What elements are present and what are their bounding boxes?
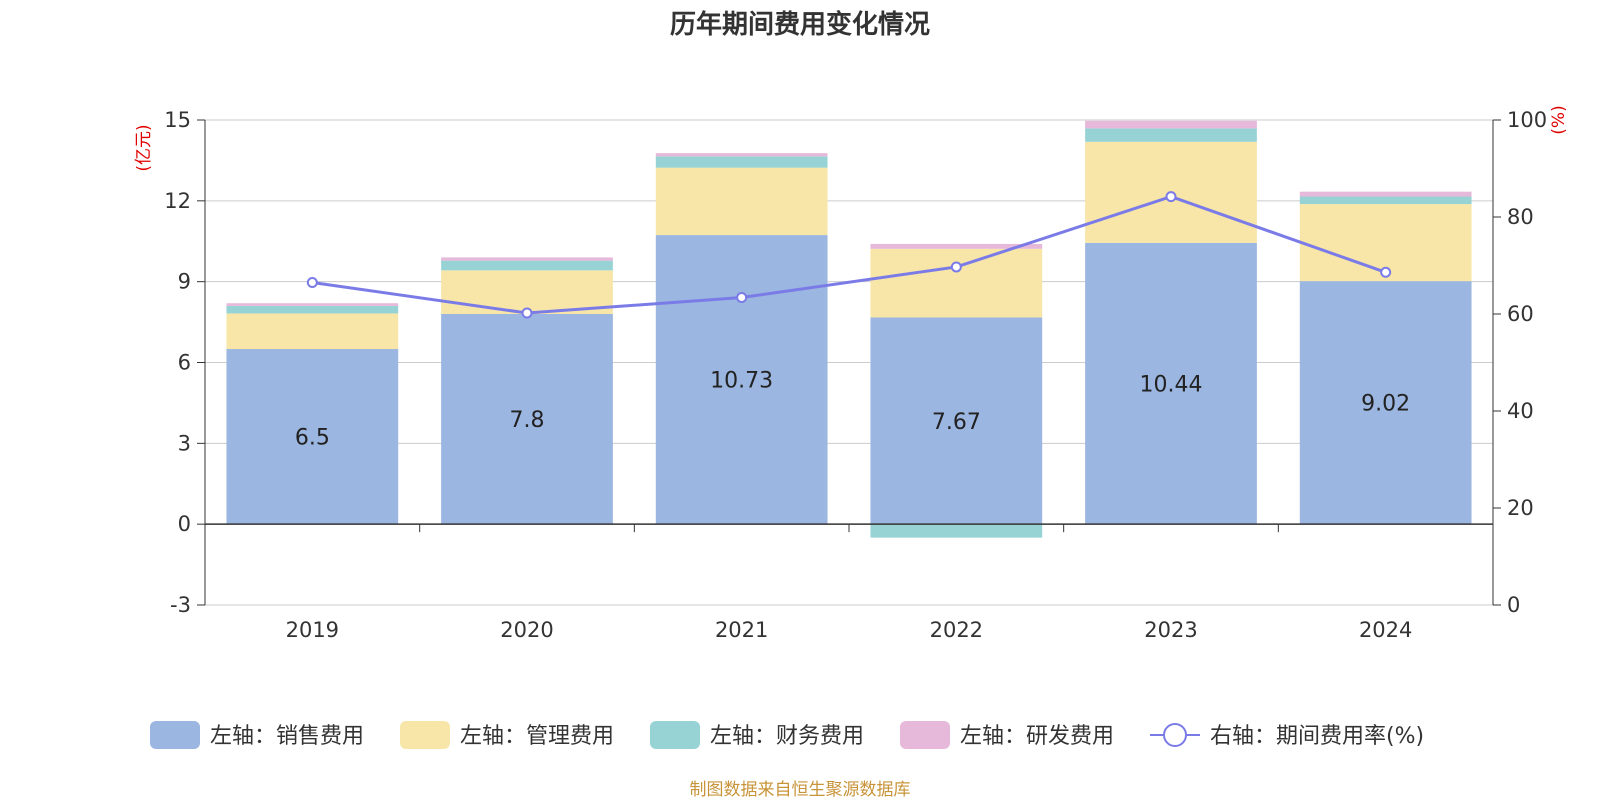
legend-swatch <box>400 721 450 749</box>
axes: 15 12 9 6 3 0 -3 100 80 60 40 20 0 (亿元) (%) 2019 2020 202… <box>134 105 1569 642</box>
bar-segment <box>1085 128 1257 142</box>
bar-data-label: 10.44 <box>1140 373 1203 398</box>
rate-line-path <box>312 195 1387 315</box>
bar-segment <box>655 156 828 168</box>
bar-segment <box>655 167 828 236</box>
bar-segment <box>1299 191 1472 197</box>
legend-label: 左轴：研发费用 <box>960 724 1114 749</box>
x-tick-label: 2019 <box>286 618 339 642</box>
legend-label: 左轴：销售费用 <box>210 724 364 749</box>
y-right-tick-label: 0 <box>1507 593 1520 617</box>
bar-data-label: 6.5 <box>295 426 330 451</box>
bar-data-label: 9.02 <box>1361 392 1410 417</box>
source-note: 制图数据来自恒生聚源数据库 <box>689 780 911 800</box>
y-left-tick-label: -3 <box>170 593 191 617</box>
bar-segment <box>441 257 613 261</box>
rate-line-point <box>736 292 748 304</box>
rate-line-point <box>306 276 318 288</box>
legend-swatch <box>900 721 950 749</box>
data-labels: 6.5 7.8 10.73 7.67 10.44 9.02 <box>295 369 1410 451</box>
bar-segment <box>226 305 399 314</box>
legend-label: 左轴：财务费用 <box>710 724 864 749</box>
bar-segment <box>226 349 399 525</box>
y-right-unit: (%) <box>1549 105 1569 134</box>
legend-swatch <box>150 721 200 749</box>
bar-segment <box>226 313 399 350</box>
bar-segment <box>870 317 1043 525</box>
bar-data-label: 7.8 <box>510 408 545 433</box>
bar-segment <box>870 248 1043 318</box>
rate-line-point <box>1380 266 1392 278</box>
bar-segment <box>1085 120 1257 129</box>
y-left-tick-label: 12 <box>164 189 191 213</box>
y-left-tick-label: 0 <box>178 512 191 536</box>
bars <box>226 120 1472 538</box>
legend-swatch <box>650 721 700 749</box>
rate-line <box>306 191 1392 319</box>
y-left-tick-label: 3 <box>178 431 191 455</box>
bar-segment <box>1299 281 1472 525</box>
bar-segment <box>1299 196 1472 205</box>
rate-line-point <box>1165 191 1177 203</box>
x-tick-label: 2024 <box>1359 618 1412 642</box>
rate-line-point <box>950 261 962 273</box>
legend-label: 左轴：管理费用 <box>460 724 614 749</box>
x-tick-label: 2022 <box>930 618 983 642</box>
bar-segment <box>441 270 613 314</box>
y-left-unit: (亿元) <box>134 124 154 171</box>
chart-title: 历年期间费用变化情况 <box>669 10 930 40</box>
rate-line-point <box>521 307 533 319</box>
bar-segment <box>226 303 399 306</box>
bar-segment <box>655 235 828 525</box>
legend: 左轴：销售费用 左轴：管理费用 左轴：财务费用 左轴：研发费用 右轴：期间费用率(%) <box>150 721 1424 749</box>
y-left-tick-label: 9 <box>178 270 191 294</box>
bar-segment <box>441 314 613 525</box>
bar-segment <box>870 524 1043 538</box>
x-tick-label: 2020 <box>500 618 553 642</box>
bar-segment <box>1085 242 1257 525</box>
legend-label: 右轴：期间费用率(%) <box>1210 724 1424 749</box>
y-left-tick-label: 6 <box>178 351 191 375</box>
x-tick-label: 2023 <box>1144 618 1197 642</box>
x-tick-label: 2021 <box>715 618 768 642</box>
y-right-tick-label: 40 <box>1507 399 1534 423</box>
bar-data-label: 7.67 <box>932 410 981 435</box>
bar-segment <box>441 260 613 271</box>
y-left-tick-label: 15 <box>164 108 191 132</box>
bar-segment <box>870 243 1043 249</box>
bar-segment <box>655 153 828 157</box>
y-right-tick-label: 20 <box>1507 496 1534 520</box>
y-right-tick-label: 60 <box>1507 302 1534 326</box>
y-right-tick-label: 80 <box>1507 205 1534 229</box>
bar-data-label: 10.73 <box>710 369 773 394</box>
y-right-tick-label: 100 <box>1507 108 1547 132</box>
legend-marker <box>1163 723 1187 747</box>
